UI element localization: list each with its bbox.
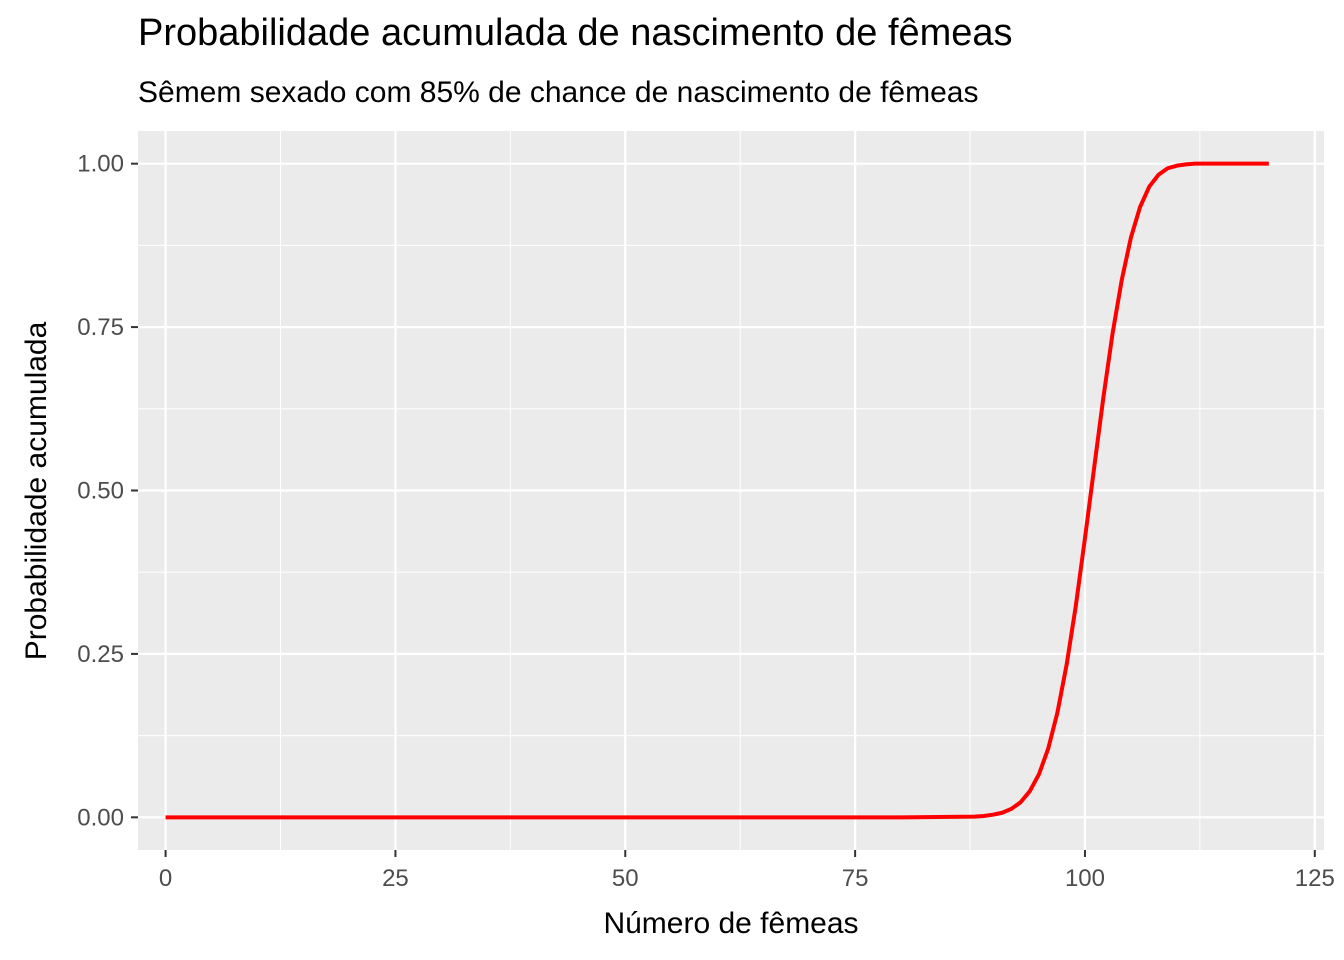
- x-tick-label: 25: [382, 865, 409, 892]
- y-tick-label: 1.00: [77, 151, 124, 178]
- y-tick-label: 0.25: [77, 641, 124, 668]
- series-layer: [165, 161, 1269, 820]
- y-axis-title: Probabilidade acumulada: [20, 321, 53, 660]
- x-tick-label: 50: [612, 865, 639, 892]
- y-tick-label: 0.00: [77, 804, 124, 831]
- chart-subtitle: Sêmem sexado com 85% de chance de nascim…: [138, 76, 979, 109]
- chart-title: Probabilidade acumulada de nascimento de…: [138, 12, 1013, 54]
- series-line: [165, 161, 1269, 820]
- x-axis: 0 25 50 75 100 125: [159, 850, 1335, 892]
- y-tick-label: 0.75: [77, 314, 124, 341]
- y-axis: 0.00 0.25 0.50 0.75 1.00: [77, 151, 138, 831]
- x-tick-label: 125: [1295, 865, 1335, 892]
- x-axis-title: Número de fêmeas: [603, 907, 858, 940]
- y-tick-label: 0.50: [77, 478, 124, 505]
- x-tick-label: 100: [1065, 865, 1105, 892]
- x-tick-label: 75: [842, 865, 869, 892]
- x-tick-label: 0: [159, 865, 172, 892]
